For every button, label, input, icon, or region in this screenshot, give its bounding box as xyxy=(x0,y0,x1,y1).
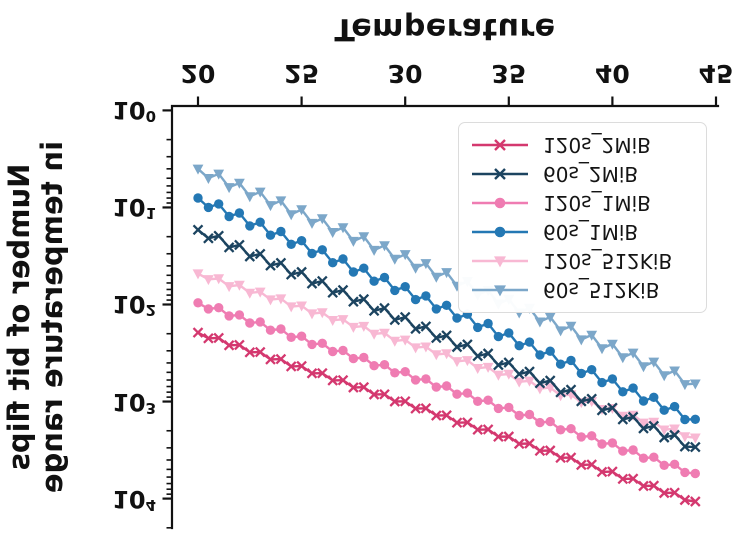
legend-circle-marker-icon xyxy=(472,226,528,238)
legend-label: 60s_1MiB xyxy=(543,220,639,245)
legend-label: 60s_512KiB xyxy=(543,278,660,303)
legend-label: 60s_2MiB xyxy=(543,161,639,186)
y-tick-label: 101 xyxy=(112,193,156,223)
x-tick-label: 45 xyxy=(698,59,734,88)
legend-circle-marker-icon xyxy=(472,197,528,209)
legend-label: 120s_512KiB xyxy=(543,249,673,274)
y-tick-label: 100 xyxy=(112,96,156,126)
legend-x-marker-icon xyxy=(472,167,528,180)
y-tick-label: 103 xyxy=(112,387,156,417)
legend-row: 120s_512KiB xyxy=(469,249,696,273)
x-tick-label: 20 xyxy=(180,59,216,88)
legend-triangle-marker-icon xyxy=(472,256,528,268)
legend-row: 60s_2MiB xyxy=(469,162,696,186)
x-tick-label: 25 xyxy=(284,59,319,88)
x-tick-label: 35 xyxy=(491,59,527,88)
y-axis-label-line1: Number of bit flips xyxy=(2,163,36,471)
legend-label: 120s_2MiB xyxy=(543,132,651,157)
legend-row: 60s_1MiB xyxy=(469,220,696,244)
y-tick-label: 102 xyxy=(112,290,156,320)
legend-triangle-marker-icon xyxy=(472,285,528,297)
y-tick-label: 104 xyxy=(112,484,156,514)
legend: 60s_512KiB 120s_512KiB 60s_1MiB 120s_1MiB 60… xyxy=(458,122,707,313)
legend-label: 120s_1MiB xyxy=(543,190,651,215)
y-axis-label-line2: in temperature range xyxy=(35,140,69,494)
legend-row: 120s_2MiB xyxy=(469,133,696,157)
x-tick-label: 30 xyxy=(387,59,423,88)
legend-row: 120s_1MiB xyxy=(469,191,696,215)
legend-row: 60s_512KiB xyxy=(469,278,696,302)
y-axis-label: Number of bit flips in temperature range xyxy=(2,82,71,540)
x-axis-label: Temperature xyxy=(334,11,556,46)
x-tick-label: 40 xyxy=(594,59,630,88)
legend-x-marker-icon xyxy=(472,138,528,151)
